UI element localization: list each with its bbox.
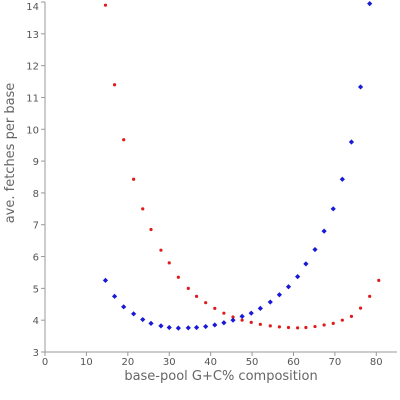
x-tick-label: 10	[80, 357, 93, 368]
data-point-red-dot	[132, 178, 135, 181]
data-point-blue-diamond	[203, 324, 208, 329]
data-point-blue-diamond	[158, 323, 163, 328]
data-point-red-dot	[141, 207, 144, 210]
y-tick-label: 11	[26, 93, 39, 104]
data-point-blue-diamond	[148, 321, 153, 326]
data-point-blue-diamond	[230, 318, 235, 323]
data-point-blue-diamond	[268, 299, 273, 304]
y-tick-label: 8	[33, 189, 39, 200]
y-tick-label: 9	[33, 157, 39, 168]
data-point-red-dot	[195, 295, 198, 298]
data-point-red-dot	[104, 4, 107, 7]
x-tick-label: 80	[370, 357, 383, 368]
data-point-red-dot	[269, 324, 272, 327]
data-point-blue-diamond	[312, 247, 317, 252]
data-point-red-dot	[259, 323, 262, 326]
data-point-blue-diamond	[112, 294, 117, 299]
y-tick-label: 13	[26, 30, 39, 41]
data-point-red-dot	[350, 315, 353, 318]
data-point-red-dot	[204, 301, 207, 304]
data-point-red-dot	[323, 323, 326, 326]
data-point-blue-diamond	[258, 306, 263, 311]
data-point-red-dot	[341, 319, 344, 322]
data-point-red-dot	[287, 326, 290, 329]
data-point-red-dot	[149, 228, 152, 231]
data-point-blue-diamond	[349, 139, 354, 144]
data-point-blue-diamond	[121, 304, 126, 309]
x-tick-label: 0	[42, 357, 48, 368]
data-point-red-dot	[113, 83, 116, 86]
data-point-red-dot	[368, 295, 371, 298]
data-point-red-dot	[377, 279, 380, 282]
data-point-red-dot	[296, 326, 299, 329]
data-point-red-dot	[187, 287, 190, 290]
data-point-blue-diamond	[295, 274, 300, 279]
data-point-blue-diamond	[249, 311, 254, 316]
data-point-red-dot	[359, 306, 362, 309]
data-point-blue-diamond	[103, 278, 108, 283]
data-point-red-dot	[304, 326, 307, 329]
data-point-blue-diamond	[358, 84, 363, 89]
data-point-blue-diamond	[140, 317, 145, 322]
data-point-blue-diamond	[194, 325, 199, 330]
data-point-blue-diamond	[212, 322, 217, 327]
data-point-red-dot	[168, 261, 171, 264]
data-point-red-dot	[122, 138, 125, 141]
x-tick-label: 60	[287, 357, 300, 368]
data-point-red-dot	[241, 319, 244, 322]
data-point-blue-diamond	[186, 325, 191, 330]
data-point-red-dot	[222, 312, 225, 315]
data-point-blue-diamond	[367, 1, 372, 6]
y-tick-label: 14	[26, 2, 39, 13]
x-axis-title: base-pool G+C% composition	[124, 369, 317, 384]
data-point-blue-diamond	[167, 325, 172, 330]
ticks-layer: 0 10 20 30 40 50 60 70 80 3 4 5 6 7 8 9 10 11 12 13 14	[26, 2, 382, 368]
x-tick-label: 30	[163, 357, 176, 368]
y-tick-label: 4	[33, 316, 39, 327]
y-tick-label: 3	[33, 348, 39, 359]
data-point-red-dot	[313, 325, 316, 328]
data-point-red-dot	[332, 322, 335, 325]
data-point-blue-diamond	[331, 206, 336, 211]
data-point-blue-diamond	[240, 314, 245, 319]
data-point-red-dot	[177, 276, 180, 279]
y-tick-label: 6	[33, 253, 39, 264]
y-axis-title: ave. fetches per base	[3, 83, 18, 224]
y-tick-label: 10	[26, 125, 39, 136]
data-point-red-dot	[278, 325, 281, 328]
points-layer	[103, 1, 381, 331]
x-tick-label: 70	[329, 357, 342, 368]
data-point-blue-diamond	[221, 320, 226, 325]
x-tick-label: 40	[204, 357, 217, 368]
data-point-red-dot	[159, 249, 162, 252]
y-tick-label: 12	[26, 62, 39, 73]
data-point-blue-diamond	[340, 177, 345, 182]
data-point-blue-diamond	[277, 292, 282, 297]
y-tick-label: 7	[33, 221, 39, 232]
data-point-blue-diamond	[131, 311, 136, 316]
data-point-blue-diamond	[322, 228, 327, 233]
data-point-blue-diamond	[286, 284, 291, 289]
y-tick-label: 5	[33, 284, 39, 295]
data-point-red-dot	[250, 321, 253, 324]
data-point-red-dot	[213, 307, 216, 310]
x-tick-label: 20	[121, 357, 134, 368]
x-tick-label: 50	[246, 357, 259, 368]
data-point-blue-diamond	[176, 326, 181, 331]
data-point-blue-diamond	[303, 261, 308, 266]
